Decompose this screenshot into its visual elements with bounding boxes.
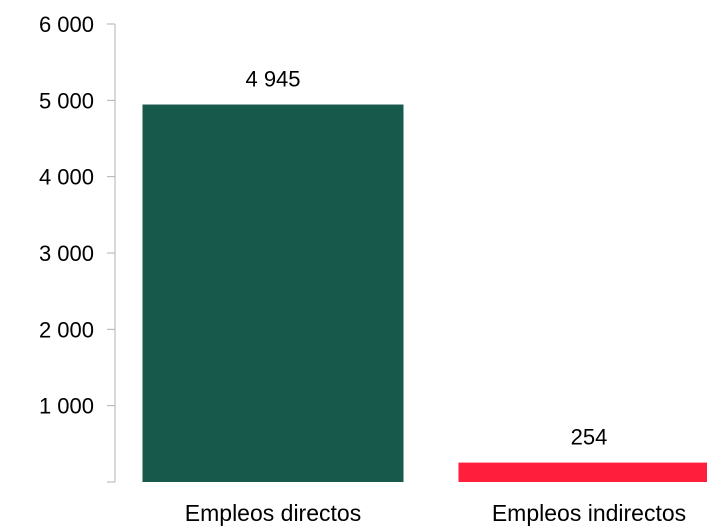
y-tick-label: 1 000	[39, 394, 94, 419]
y-tick-label: 6 000	[39, 12, 94, 37]
bars	[142, 104, 707, 482]
y-tick-label: 2 000	[39, 317, 94, 342]
data-label: 254	[571, 425, 608, 450]
bar-empleos-indirectos	[458, 462, 707, 482]
data-label: 4 945	[245, 67, 300, 92]
category-label: Empleos indirectos	[492, 500, 686, 526]
y-tick-label: 3 000	[39, 241, 94, 266]
y-tick-label: 5 000	[39, 88, 94, 113]
labels: 4 945 Empleos directos 254 Empleos indirect…	[185, 67, 686, 526]
category-label: Empleos directos	[185, 500, 361, 526]
bar-empleos-directos	[142, 104, 404, 482]
y-axis-ticks: 1 000 2 000 3 000 4 000 5 000 6 000	[39, 12, 115, 483]
y-tick-label: 4 000	[39, 165, 94, 190]
